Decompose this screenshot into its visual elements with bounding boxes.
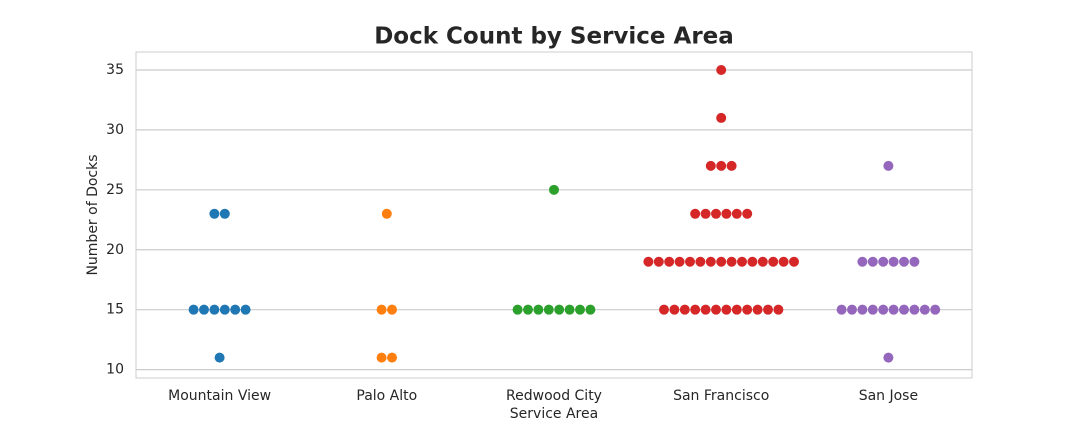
dot	[731, 304, 742, 315]
dot	[512, 304, 523, 315]
dot	[857, 304, 868, 315]
x-tick-label: San Francisco	[673, 388, 769, 404]
dot	[679, 304, 690, 315]
dot	[664, 256, 675, 267]
dot	[726, 160, 737, 171]
dot	[690, 208, 701, 219]
dot	[763, 304, 773, 315]
x-tick-label: San Jose	[859, 388, 918, 404]
dot	[716, 256, 727, 267]
dot	[653, 256, 664, 267]
x-axis-label: Service Area	[510, 406, 598, 422]
dot	[219, 304, 230, 315]
dot	[209, 304, 220, 315]
dot	[726, 256, 737, 267]
dot	[878, 304, 889, 315]
dot	[737, 256, 747, 267]
y-tick-label: 15	[106, 302, 124, 318]
dot	[523, 304, 533, 315]
dot	[768, 256, 779, 267]
dot	[888, 256, 899, 267]
dot	[883, 160, 894, 171]
dot	[533, 304, 544, 315]
dot	[711, 304, 721, 315]
y-tick-label: 10	[106, 362, 124, 378]
dot	[883, 352, 894, 363]
y-tick-label: 20	[106, 242, 124, 258]
y-tick-label: 25	[106, 182, 124, 198]
dot	[219, 208, 230, 219]
dot	[554, 304, 565, 315]
dot	[742, 304, 753, 315]
dot	[188, 304, 199, 315]
dot	[716, 160, 727, 171]
dot	[199, 304, 209, 315]
dot	[789, 256, 799, 267]
dot	[721, 208, 732, 219]
dot	[757, 256, 768, 267]
dot	[716, 64, 727, 75]
dot	[669, 304, 680, 315]
dot	[387, 304, 397, 315]
dot	[867, 256, 878, 267]
dot	[381, 208, 392, 219]
dot	[878, 256, 889, 267]
dot	[387, 352, 397, 363]
dot	[543, 304, 554, 315]
dot	[721, 304, 732, 315]
dot	[700, 304, 711, 315]
x-tick-label: Redwood City	[506, 388, 602, 404]
dot	[659, 304, 669, 315]
dot	[899, 256, 909, 267]
dot	[711, 208, 721, 219]
chart-title: Dock Count by Service Area	[374, 24, 734, 50]
dot	[847, 304, 857, 315]
dot	[549, 184, 559, 195]
dot	[909, 304, 920, 315]
dot	[919, 304, 930, 315]
dot	[716, 112, 727, 123]
dot	[705, 160, 716, 171]
dot	[700, 208, 711, 219]
dot	[705, 256, 716, 267]
x-tick-label: Palo Alto	[356, 388, 417, 404]
dot	[214, 352, 225, 363]
dot	[867, 304, 878, 315]
dot	[742, 208, 753, 219]
dot	[773, 304, 784, 315]
y-axis-label: Number of Docks	[85, 154, 101, 275]
dot	[909, 256, 920, 267]
dot	[209, 208, 220, 219]
y-tick-label: 35	[106, 62, 124, 78]
dot	[695, 256, 706, 267]
plot-area	[135, 51, 973, 379]
dot	[731, 208, 742, 219]
dot	[643, 256, 654, 267]
dot	[888, 304, 899, 315]
dot	[585, 304, 596, 315]
dot	[690, 304, 701, 315]
dot	[685, 256, 695, 267]
dot	[575, 304, 585, 315]
dot	[778, 256, 789, 267]
dot	[230, 304, 241, 315]
dot	[376, 304, 387, 315]
dot	[674, 256, 685, 267]
dot	[930, 304, 941, 315]
dot	[899, 304, 909, 315]
dot	[564, 304, 575, 315]
dot	[752, 304, 763, 315]
dot	[240, 304, 251, 315]
dot	[836, 304, 847, 315]
dot	[747, 256, 758, 267]
y-tick-label: 30	[106, 122, 124, 138]
x-tick-label: Mountain View	[168, 388, 271, 404]
dot	[376, 352, 387, 363]
dot	[857, 256, 868, 267]
